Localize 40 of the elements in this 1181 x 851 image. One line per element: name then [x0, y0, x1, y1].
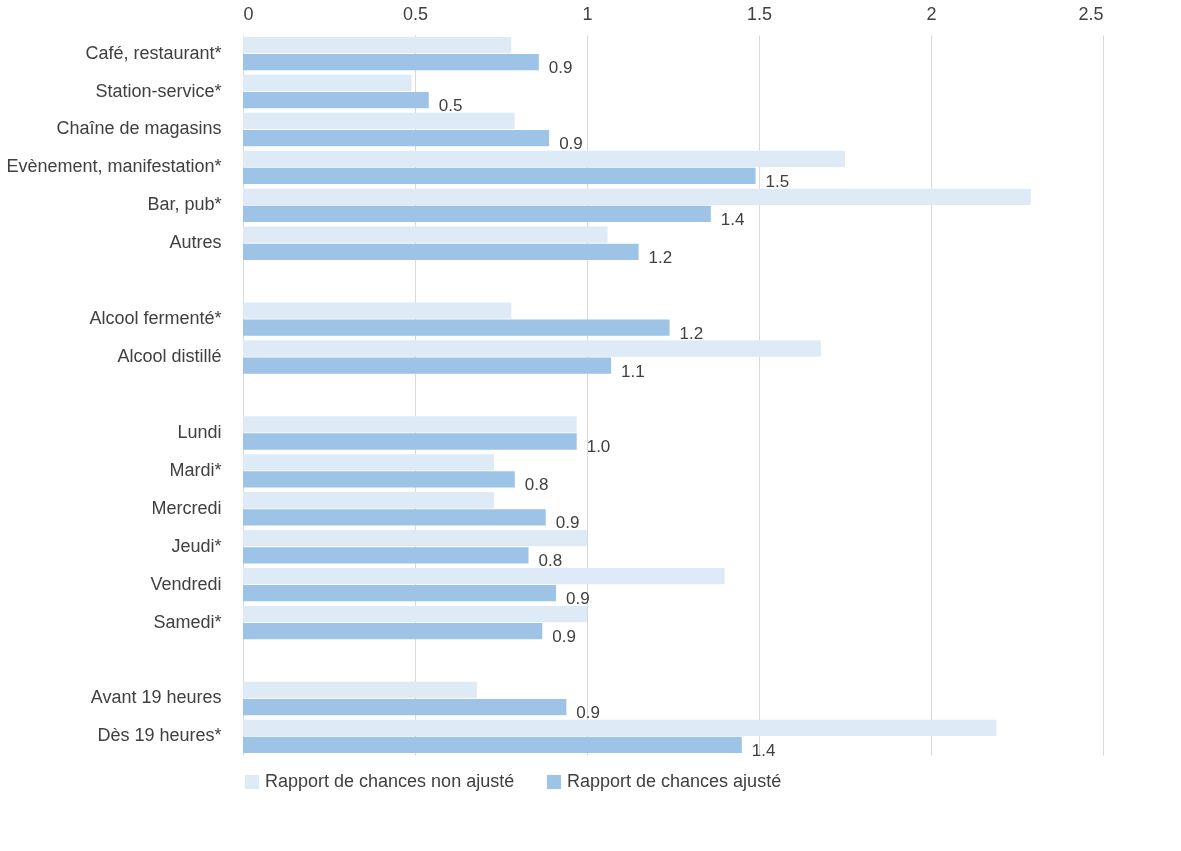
data-label: 0.9 — [576, 703, 600, 723]
data-label: 0.9 — [555, 513, 580, 533]
y-tick-label: Samedi* — [153, 611, 222, 632]
x-tick-label: 1 — [582, 3, 593, 24]
x-tick-label: 1.5 — [746, 3, 773, 24]
data-label: 0.5 — [438, 96, 463, 116]
x-tick-label: 0 — [243, 3, 254, 24]
x-tick-label: 2 — [926, 3, 937, 24]
x-tick-label: 2.5 — [1078, 3, 1104, 24]
data-label: 1.4 — [751, 740, 776, 760]
data-label: 1.0 — [586, 437, 611, 457]
y-tick-label: Café, restaurant* — [85, 42, 222, 63]
data-label: 0.9 — [559, 134, 583, 154]
legend-label: Rapport de chances non ajusté — [265, 771, 515, 791]
y-tick-label: Avant 19 heures — [90, 687, 222, 708]
y-tick-label: Chaîne de magasins — [56, 118, 222, 139]
data-label: 0.9 — [552, 627, 576, 647]
data-label: 1.2 — [679, 323, 704, 343]
y-tick-label: Mercredi — [151, 497, 222, 518]
y-tick-label: Dès 19 heures* — [97, 725, 222, 746]
data-label: 0.8 — [524, 475, 549, 495]
y-tick-label: Jeudi* — [171, 535, 222, 556]
data-label: 1.1 — [621, 361, 645, 381]
y-tick-label: Vendredi — [150, 573, 222, 594]
data-label: 1.4 — [720, 209, 745, 229]
data-label: 1.2 — [648, 247, 673, 267]
y-tick-label: Alcool fermenté* — [89, 308, 222, 329]
data-label: 1.5 — [765, 171, 790, 191]
y-tick-label: Mardi* — [169, 459, 222, 480]
data-label: 0.9 — [566, 589, 590, 609]
y-tick-label: Station-service* — [95, 80, 222, 101]
y-tick-label: Alcool distillé — [117, 346, 222, 367]
data-label: 0.8 — [538, 551, 563, 571]
y-tick-label: Bar, pub* — [147, 194, 222, 215]
x-tick-label: 0.5 — [402, 3, 429, 24]
data-label: 0.9 — [548, 58, 573, 78]
y-tick-label: Evènement, manifestation* — [6, 156, 222, 177]
y-tick-label: Autres — [169, 232, 222, 253]
legend-label: Rapport de chances ajusté — [567, 771, 782, 791]
y-tick-label: Lundi — [177, 421, 222, 442]
